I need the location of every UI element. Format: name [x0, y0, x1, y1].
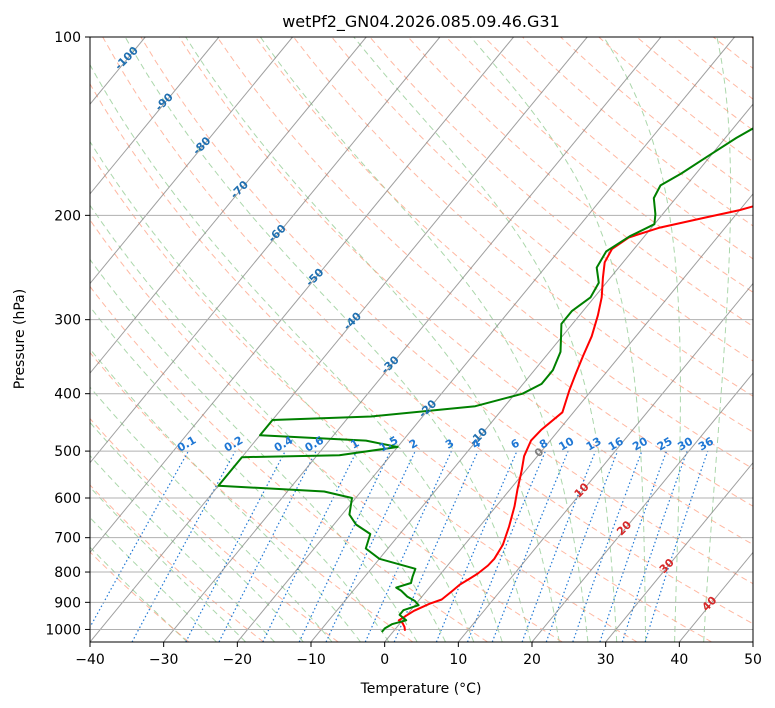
moist-adiabat-line	[90, 516, 217, 642]
y-tick-label: 300	[54, 313, 81, 329]
plot-area	[90, 37, 753, 642]
mixing-ratio-line	[572, 450, 643, 642]
dry-adiabat-line	[293, 37, 753, 433]
mixing-ratio-lines	[90, 450, 709, 642]
temperature-profile-line	[397, 205, 753, 631]
isotherm-line	[163, 37, 662, 642]
y-tick-label: 600	[54, 491, 81, 507]
moist-adiabat-line	[703, 37, 732, 642]
dry-adiabat-line	[369, 37, 753, 362]
sounding-series	[217, 127, 753, 633]
x-tick-label: 10	[449, 652, 467, 668]
isotherm-line	[384, 193, 753, 642]
isotherms	[90, 37, 753, 642]
mixing-ratio-line	[393, 450, 479, 642]
dewpoint-profile-line	[217, 127, 753, 633]
x-tick-label: −30	[149, 652, 179, 668]
dry-adiabat-line	[90, 219, 563, 642]
y-axis-label: Pressure (hPa)	[12, 289, 28, 389]
mixing-ratio-line	[90, 450, 189, 629]
dry-adiabat-line	[90, 285, 488, 642]
moist-adiabat-line	[259, 37, 589, 642]
moist-adiabat-line	[185, 37, 560, 642]
x-tick-label: −20	[223, 652, 253, 668]
chart-title: wetPf2_GN04.2026.085.09.46.G31	[282, 12, 560, 32]
dry-adiabat-line	[90, 151, 638, 642]
x-tick-label: 50	[744, 652, 762, 668]
x-axis-ticks: −40 −30 −20 −10 0 10 20 30 40 50	[75, 642, 762, 668]
y-axis-ticks: 1000 900 800 700 600 500 400 300 200 100	[45, 30, 90, 638]
pressure-gridlines	[90, 37, 753, 630]
x-tick-label: 40	[670, 652, 688, 668]
isotherm-line	[236, 37, 735, 642]
moist-adiabat-line	[603, 37, 681, 642]
moist-adiabat-line	[90, 348, 361, 642]
moist-adiabat-line	[90, 140, 475, 642]
isotherm-line	[90, 37, 220, 195]
dry-adiabat-line	[90, 484, 264, 642]
mixing-ratio-line	[218, 450, 317, 642]
y-tick-label: 800	[54, 565, 81, 581]
isotherm-line	[90, 37, 293, 285]
x-tick-label: 30	[597, 652, 615, 668]
x-tick-label: 0	[380, 652, 389, 668]
y-tick-label: 500	[54, 444, 81, 460]
y-tick-label: 400	[54, 387, 81, 403]
y-tick-label: 200	[54, 208, 81, 224]
y-tick-label: 700	[54, 531, 81, 547]
isotherm-line	[90, 37, 441, 464]
x-tick-label: −40	[75, 652, 105, 668]
dry-adiabat-line	[90, 417, 339, 642]
dry-adiabat-line	[216, 37, 753, 507]
y-tick-label: 1000	[45, 622, 81, 638]
moist-adiabat-line	[90, 204, 446, 642]
mixing-ratio-line	[644, 450, 709, 642]
plot-frame	[89, 36, 754, 643]
x-axis-label: Temperature (°C)	[360, 681, 482, 697]
x-tick-label: −10	[296, 652, 326, 668]
dry-adiabats	[90, 37, 753, 642]
mixing-ratio-line	[521, 450, 597, 642]
moist-adiabat-line	[124, 37, 532, 642]
isotherm-line	[605, 461, 753, 642]
dry-adiabat-line	[90, 551, 190, 642]
x-tick-label: 20	[523, 652, 541, 668]
moist-adiabat-line	[90, 306, 390, 642]
isotherm-line	[457, 282, 753, 642]
y-tick-label: 100	[54, 30, 81, 46]
isotherm-line	[90, 37, 514, 554]
moist-adiabat-line	[90, 63, 503, 642]
mixing-ratio-line	[545, 450, 619, 642]
dry-adiabat-line	[90, 351, 414, 642]
isotherm-line	[531, 372, 753, 642]
moist-adiabat-line	[470, 37, 647, 642]
moist-adiabat-line	[90, 546, 188, 642]
isotherm-line	[310, 103, 753, 642]
dry-adiabat-line	[254, 37, 753, 470]
mixing-ratio-line	[599, 450, 668, 642]
mixing-ratio-line	[131, 450, 236, 642]
mixing-ratio-line	[466, 450, 546, 642]
isotherm-line	[90, 37, 588, 642]
y-tick-label: 900	[54, 595, 81, 611]
mixing-ratio-line	[621, 450, 688, 642]
mixing-ratio-line	[435, 450, 518, 642]
mixing-ratio-line	[491, 450, 569, 642]
dry-adiabat-line	[331, 37, 753, 397]
moist-adiabat-line	[90, 486, 246, 642]
isotherm-line	[90, 37, 367, 374]
